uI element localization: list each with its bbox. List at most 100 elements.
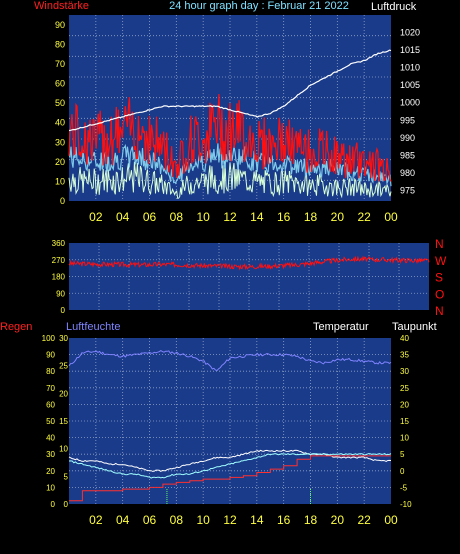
y-tick-label-temperature: 40 <box>400 334 409 343</box>
y-tick-label-wind: 60 <box>55 79 65 89</box>
x-tick-label: 00 <box>384 513 398 527</box>
y-tick-label-wind: 50 <box>55 98 65 108</box>
series-wind-gust <box>68 93 392 182</box>
x-tick-label: 04 <box>116 210 130 224</box>
y-tick-label-wind: 70 <box>55 59 65 69</box>
x-tick-label: 12 <box>223 210 237 224</box>
y-tick-label-wind: 30 <box>55 137 65 147</box>
label-regen: Regen <box>0 321 32 333</box>
x-tick-label: 14 <box>250 513 264 527</box>
y-tick-label-direction: 270 <box>52 256 66 265</box>
series-pressure <box>68 49 392 132</box>
y-tick-label-wind: 80 <box>55 39 65 49</box>
x-tick-label: 20 <box>331 210 345 224</box>
x-tick-label: 06 <box>143 210 157 224</box>
y-tick-label-humidity: 20 <box>59 389 68 398</box>
y-tick-label-humidity: 5 <box>64 472 69 481</box>
y-ticks-direction: 0 90 180 270 360 <box>52 239 66 315</box>
y-tick-label-temperature: -10 <box>400 500 412 509</box>
y-tick-label-temperature: 35 <box>400 351 409 360</box>
series-dewpoint <box>68 453 392 479</box>
label-luftdruck: Luftdruck <box>371 1 417 13</box>
y-tick-label-direction: 360 <box>52 239 66 248</box>
y-tick-label-wind: 10 <box>55 176 65 186</box>
compass-label: O <box>435 287 444 301</box>
y-tick-label-pressure: 1015 <box>400 45 420 55</box>
y-tick-label-temperature: -5 <box>400 483 408 492</box>
x-ticks-top: 02 04 06 08 10 12 14 16 18 20 22 00 <box>89 210 398 224</box>
y-tick-label-rain: 10 <box>46 483 55 492</box>
x-tick-label: 18 <box>304 513 318 527</box>
compass-label: S <box>435 271 443 285</box>
y-tick-label-rain: 70 <box>46 384 55 393</box>
grid-humidity <box>69 338 391 504</box>
y-tick-label-rain: 100 <box>42 334 56 343</box>
y-tick-label-rain: 80 <box>46 367 55 376</box>
series-wind-average <box>68 143 392 187</box>
y-tick-label-humidity: 10 <box>59 445 68 454</box>
y-tick-label-wind: 20 <box>55 157 65 167</box>
chart-title: 24 hour graph day : Februar 21 2022 <box>169 0 349 12</box>
y-tick-label-temperature: 5 <box>400 450 405 459</box>
compass-label: N <box>435 304 444 318</box>
grid-direction <box>69 243 429 310</box>
x-tick-label: 22 <box>357 513 371 527</box>
x-tick-label: 12 <box>223 513 237 527</box>
y-tick-label-pressure: 980 <box>400 168 415 178</box>
x-tick-label: 10 <box>196 513 210 527</box>
y-tick-label-temperature: 10 <box>400 434 409 443</box>
y-tick-label-humidity: 15 <box>59 417 68 426</box>
series-rain <box>69 455 391 502</box>
y-tick-label-direction: 180 <box>52 273 66 282</box>
label-temperatur: Temperatur <box>313 321 369 333</box>
series-wind-direction <box>68 255 430 271</box>
compass-label: W <box>435 254 447 268</box>
compass-label: N <box>435 237 444 251</box>
x-tick-label: 00 <box>384 210 398 224</box>
y-tick-label-rain: 60 <box>46 400 55 409</box>
x-tick-label: 16 <box>277 210 291 224</box>
y-tick-label-humidity: 25 <box>59 362 68 371</box>
y-tick-label-pressure: 1005 <box>400 80 420 90</box>
y-tick-label-humidity: 30 <box>59 334 68 343</box>
x-tick-label: 08 <box>170 210 184 224</box>
y-tick-label-temperature: 15 <box>400 417 409 426</box>
series-wind-pressure <box>68 49 392 200</box>
y-tick-label-rain: 50 <box>46 417 55 426</box>
y-tick-label-wind: 40 <box>55 118 65 128</box>
y-tick-label-temperature: 25 <box>400 384 409 393</box>
x-tick-label: 02 <box>89 210 103 224</box>
y-tick-label-wind: 90 <box>55 20 65 30</box>
y-tick-label-pressure: 990 <box>400 133 415 143</box>
series-humidity-temp <box>68 350 392 504</box>
y-tick-label-direction: 90 <box>56 289 65 298</box>
y-tick-label-rain: 90 <box>46 351 55 360</box>
y-tick-label-temperature: 20 <box>400 400 409 409</box>
x-tick-label: 06 <box>143 513 157 527</box>
label-taupunkt: Taupunkt <box>392 321 437 333</box>
x-tick-label: 10 <box>196 210 210 224</box>
label-luftfeuchte: Luftfeuchte <box>66 321 120 333</box>
y-ticks-temperature: -10 -5 0 5 10 15 20 25 30 35 40 <box>400 334 412 509</box>
x-ticks-bottom: 02 04 06 08 10 12 14 16 18 20 22 00 <box>89 513 398 527</box>
y-tick-label-rain: 40 <box>46 434 55 443</box>
x-tick-label: 16 <box>277 513 291 527</box>
y-tick-label-pressure: 1010 <box>400 63 420 73</box>
grid-wind <box>69 15 391 201</box>
y-tick-label-temperature: 0 <box>400 467 405 476</box>
x-tick-label: 22 <box>357 210 371 224</box>
y-tick-label-rain: 30 <box>46 450 55 459</box>
y-tick-label-temperature: 30 <box>400 367 409 376</box>
y-tick-label-rain: 0 <box>51 500 56 509</box>
series-wind-light <box>68 161 392 200</box>
y-tick-label-pressure: 1000 <box>400 98 420 108</box>
y-tick-label-rain: 20 <box>46 467 55 476</box>
y-tick-label-pressure: 995 <box>400 115 415 125</box>
y-tick-label-pressure: 975 <box>400 185 415 195</box>
y-ticks-pressure: 975 980 985 990 995 1000 1005 1010 1015 1020 <box>400 28 420 196</box>
label-windstaerke: Windstärke <box>34 0 89 12</box>
